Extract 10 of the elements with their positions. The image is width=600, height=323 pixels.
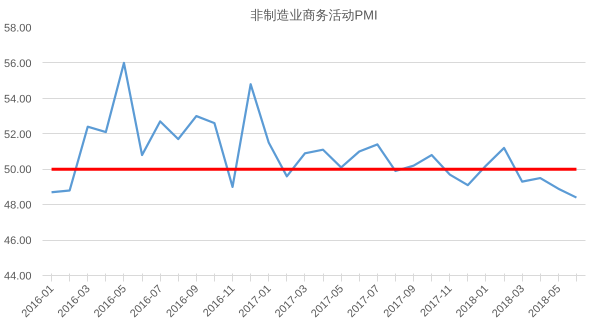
y-tick-label: 44.00 [4,270,32,282]
chart-title: 非制造业商务活动PMI [250,8,378,22]
y-tick-label: 50.00 [4,164,32,176]
y-tick-label: 46.00 [4,235,32,248]
line-series [50,62,578,199]
y-tick-label: 52.00 [4,128,32,141]
y-tick-label: 58.00 [4,22,32,34]
y-tick-label: 48.00 [4,200,32,212]
y-tick-label: 56.00 [4,58,32,70]
y-tick-label: 54.00 [4,93,32,106]
